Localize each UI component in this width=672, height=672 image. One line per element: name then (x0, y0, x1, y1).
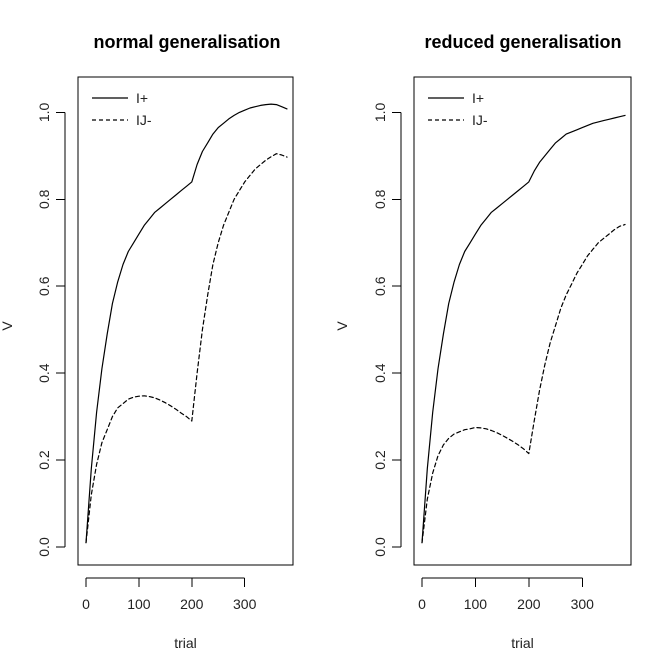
x-tick-label: 100 (127, 596, 151, 612)
series-line-i-plus (85, 103, 288, 544)
y-tick-label: 0.4 (36, 363, 52, 383)
x-tick-label: 300 (571, 596, 595, 612)
legend-label: IJ- (136, 112, 152, 128)
chart-panel: reduced generalisation trial V 0 100 200 300 0.… (334, 32, 632, 651)
x-tick-label: 100 (464, 596, 488, 612)
plot-frame (413, 76, 632, 566)
legend-label: I+ (472, 90, 484, 106)
chart-title: normal generalisation (93, 32, 280, 52)
y-tick-label: 0.6 (372, 276, 388, 296)
x-axis-label: trial (511, 635, 534, 651)
legend-label: I+ (136, 90, 148, 106)
chart-panel: normal generalisation trial V 0 100 200 300 0.0… (0, 32, 294, 651)
series-line-i-plus (421, 114, 626, 544)
x-tick-label: 0 (418, 596, 426, 612)
y-tick-label: 0.2 (372, 450, 388, 470)
y-tick-label: 0.0 (36, 537, 52, 557)
chart-title: reduced generalisation (424, 32, 621, 52)
y-tick-label: 0.6 (36, 276, 52, 296)
x-tick-label: 300 (233, 596, 257, 612)
x-tick-label: 200 (180, 596, 204, 612)
x-tick-label: 0 (82, 596, 90, 612)
plot-frame (77, 76, 294, 566)
y-tick-label: 0.4 (372, 363, 388, 383)
y-tick-label: 0.8 (372, 189, 388, 209)
x-axis-label: trial (174, 635, 197, 651)
y-tick-label: 1.0 (372, 102, 388, 122)
legend: I+ IJ- (428, 90, 488, 128)
legend-label: IJ- (472, 112, 488, 128)
y-tick-label: 0.0 (372, 537, 388, 557)
series-line-ij-minus (85, 153, 288, 544)
legend: I+ IJ- (92, 90, 152, 128)
x-tick-label: 200 (517, 596, 541, 612)
y-tick-label: 0.8 (36, 189, 52, 209)
y-tick-label: 0.2 (36, 450, 52, 470)
y-tick-label: 1.0 (36, 102, 52, 122)
y-axis-label: V (334, 321, 350, 331)
y-axis-label: V (0, 321, 15, 331)
series-line-ij-minus (421, 223, 626, 544)
